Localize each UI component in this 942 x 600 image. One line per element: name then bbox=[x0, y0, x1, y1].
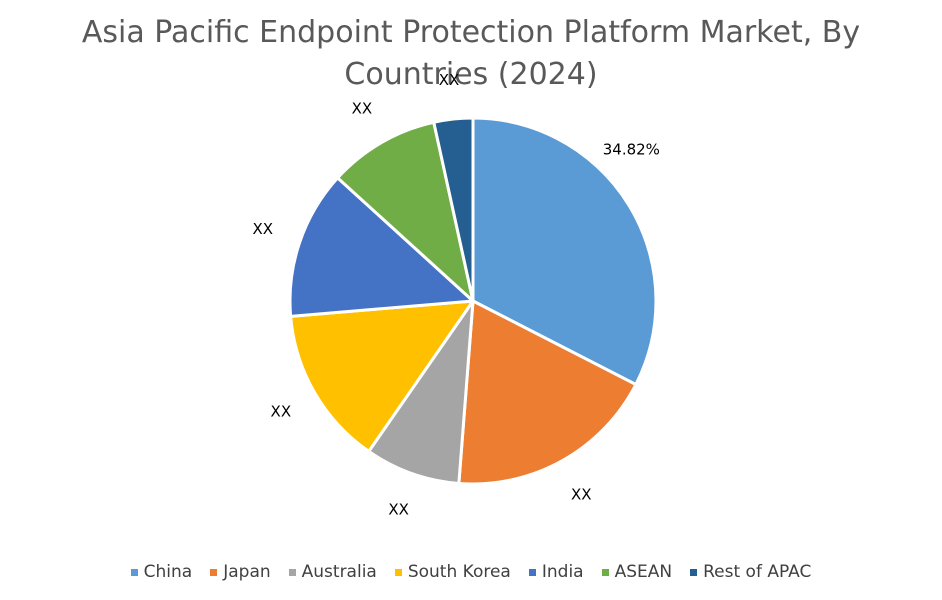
pie-slice-australia bbox=[367, 299, 475, 485]
data-label-india: XX bbox=[252, 220, 273, 238]
pie-slice-rest-of-apac bbox=[432, 116, 475, 303]
legend-item-japan: Japan bbox=[210, 562, 271, 582]
legend-label: India bbox=[541, 562, 584, 582]
pie-slice-asean bbox=[336, 120, 475, 303]
legend-item-south-korea: South Korea bbox=[394, 562, 511, 582]
legend-item-asean: ASEAN bbox=[601, 562, 673, 582]
pie-slice-south-korea bbox=[289, 299, 475, 453]
data-label-rest-of-apac: XX bbox=[439, 71, 460, 89]
legend-swatch bbox=[601, 568, 609, 576]
legend-item-china: China bbox=[130, 562, 193, 582]
legend-swatch bbox=[288, 568, 296, 576]
data-label-asean: XX bbox=[352, 99, 373, 117]
legend-label: ASEAN bbox=[614, 562, 673, 582]
legend-swatch bbox=[210, 568, 218, 576]
legend-swatch bbox=[130, 568, 138, 576]
data-label-south-korea: XX bbox=[271, 403, 292, 421]
chart-title: Asia Pacific Endpoint Protection Platfor… bbox=[81, 15, 861, 92]
legend-swatch bbox=[690, 568, 698, 576]
legend-label: Rest of APAC bbox=[703, 562, 812, 582]
data-label-china: 34.82% bbox=[603, 141, 660, 159]
pie-slice-japan bbox=[457, 299, 638, 486]
legend-swatch bbox=[394, 568, 402, 576]
legend-item-rest-of-apac: Rest of APAC bbox=[690, 562, 811, 582]
pie-slice-india bbox=[288, 176, 475, 318]
legend-swatch bbox=[528, 568, 536, 576]
pie-slice-china bbox=[471, 116, 658, 387]
legend-label: Japan bbox=[223, 562, 271, 582]
data-label-japan: XX bbox=[571, 485, 592, 503]
legend-label: South Korea bbox=[407, 562, 511, 582]
data-label-australia: XX bbox=[388, 501, 409, 519]
legend-label: Australia bbox=[301, 562, 377, 582]
legend-item-australia: Australia bbox=[288, 562, 377, 582]
chart-legend: China Japan Australia South Korea India ASEAN… bbox=[0, 562, 942, 582]
legend-label: China bbox=[143, 562, 193, 582]
legend-item-india: India bbox=[528, 562, 584, 582]
